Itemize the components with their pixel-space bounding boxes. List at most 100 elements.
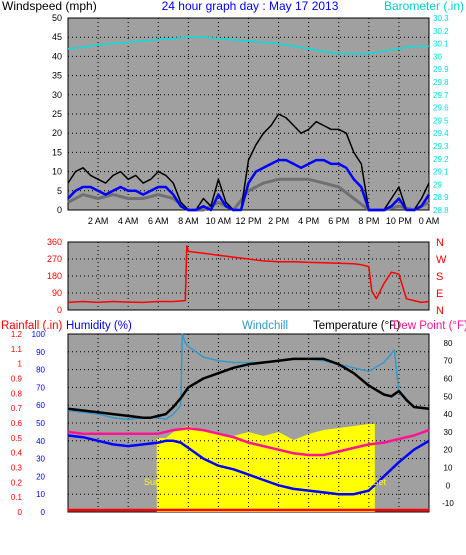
time-tick-label: 6 AM [148,216,169,226]
temperature-axis-labels: -10 0 10 20 30 40 50 60 70 80 [442,339,454,508]
wind-direction-line [67,245,430,304]
humidity-tick-label: 70 [36,383,45,392]
time-tick-label: 10 AM [206,216,232,226]
direction-degree-labels: 0 90 180 270 360 [47,237,62,315]
temperature-line [67,357,430,419]
time-tick-label: 10 PM [386,216,412,226]
humidity-line [67,434,430,496]
windspeed-tick-label: 5 [57,186,62,196]
time-tick-label: 8 PM [358,216,379,226]
barometer-title: Barometer (.in) [384,0,464,13]
windspeed-tick-label: 35 [52,71,62,81]
rainfall-tick-label: 0.9 [11,375,23,384]
direction-degree-tick: 270 [47,254,62,264]
windchill-label: Windchill [242,320,288,332]
compass-tick: E [436,288,443,300]
graph-date-title: 24 hour graph day : May 17 2013 [162,0,339,13]
rainfall-tick-label: 0.7 [11,404,23,413]
time-tick-label: 0 AM [419,216,440,226]
barometer-tick-label: 29.8 [433,78,449,87]
compass-tick: N [436,305,444,317]
rainfall-tick-label: 0.2 [11,478,23,487]
rainfall-label: Rainfall (.in) [1,320,63,332]
barometer-tick-label: 29.1 [433,168,449,177]
windspeed-title: Windspeed (mph) [2,0,97,13]
rainfall-tick-label: 0.1 [11,493,23,502]
windspeed-tick-label: 20 [52,128,62,138]
windspeed-tick-label: 10 [52,167,62,177]
time-tick-label: 6 PM [328,216,349,226]
direction-degree-tick: 90 [52,288,62,298]
rainfall-axis-labels: 0 0.1 0.2 0.3 0.4 0.5 0.6 0.7 0.8 0.9 1 1.1 1.2 [11,330,23,517]
windspeed-tick-label: 15 [52,147,62,157]
rainfall-tick-label: 0.6 [11,419,23,428]
time-tick-label: 12 PM [235,216,261,226]
temperature-tick-label: 60 [444,375,453,384]
barometer-tick-label: 30 [433,52,442,61]
direction-series [67,245,430,304]
barometer-tick-label: 30.1 [433,40,449,49]
barometer-line [67,36,429,55]
temperature-tick-label: -10 [442,499,454,508]
sunshine-area [156,424,375,512]
rainfall-tick-label: 0.4 [11,449,23,458]
humidity-label: Humidity (%) [66,320,132,332]
barometer-tick-label: 29.6 [433,104,449,113]
windspeed-tick-label: 40 [52,51,62,61]
direction-degree-tick: 180 [47,271,62,281]
humidity-tick-label: 60 [36,401,45,410]
wind-y-axis-labels: 0 5 10 15 20 25 30 35 40 45 50 [52,13,62,215]
temperature-grid [68,334,429,512]
temperature-label: Temperature (°F) [313,320,400,332]
temperature-tick-label: 70 [444,357,453,366]
rainfall-tick-label: 0.3 [11,464,23,473]
direction-degree-tick: 0 [57,305,62,315]
humidity-tick-label: 80 [36,366,45,375]
temperature-tick-label: 80 [444,339,453,348]
humidity-axis-labels: 0 10 20 30 40 50 60 70 80 90 100 [32,330,46,517]
humidity-tick-label: 40 [36,437,45,446]
barometer-tick-label: 29.7 [433,91,449,100]
windspeed-tick-label: 45 [52,32,62,42]
barometer-tick-label: 30.3 [433,14,449,23]
humidity-tick-label: 100 [32,330,46,339]
sunrise-label: Sun [144,477,160,487]
compass-tick: W [436,254,447,266]
barometer-y-axis-labels: 28.8 28.9 29 29.1 29.2 29.3 29.4 29.5 29.6 29.7 29… [433,14,449,215]
humidity-tick-label: 0 [41,508,46,517]
compass-tick: S [436,271,443,283]
rainfall-tick-label: 1.2 [11,330,23,339]
wind-average-line [67,158,431,212]
rainfall-tick-label: 0.5 [11,434,23,443]
barometer-tick-label: 29.5 [433,116,449,125]
humidity-tick-label: 50 [36,419,45,428]
barometer-tick-label: 30.2 [433,27,449,36]
windspeed-tick-label: 25 [52,109,62,119]
barometer-tick-label: 29 [433,180,442,189]
barometer-tick-label: 29.9 [433,65,449,74]
temperature-tick-label: 40 [444,410,453,419]
sunshine-fill [156,424,375,512]
time-tick-label: 4 PM [298,216,319,226]
time-tick-label: 4 AM [118,216,139,226]
temperature-series [67,333,430,512]
rainfall-tick-label: 0.8 [11,389,23,398]
temperature-panel: 0 0.1 0.2 0.3 0.4 0.5 0.6 0.7 0.8 0.9 1 1.1 1.2 0 10 2… [11,330,454,517]
temperature-tick-label: 10 [444,464,453,473]
dew-point-label: Dew Point (°F) [393,320,466,332]
rainfall-tick-label: 0 [18,508,23,517]
rainfall-tick-label: 1.1 [11,345,23,354]
time-tick-label: 2 AM [88,216,109,226]
dew-point-line [67,427,430,457]
wind-series [67,36,431,212]
rainfall-tick-label: 1 [18,360,23,369]
humidity-tick-label: 20 [36,472,45,481]
windspeed-tick-label: 50 [52,13,62,23]
temperature-tick-label: 30 [444,428,453,437]
barometer-tick-label: 29.3 [433,142,449,151]
humidity-tick-label: 30 [36,455,45,464]
